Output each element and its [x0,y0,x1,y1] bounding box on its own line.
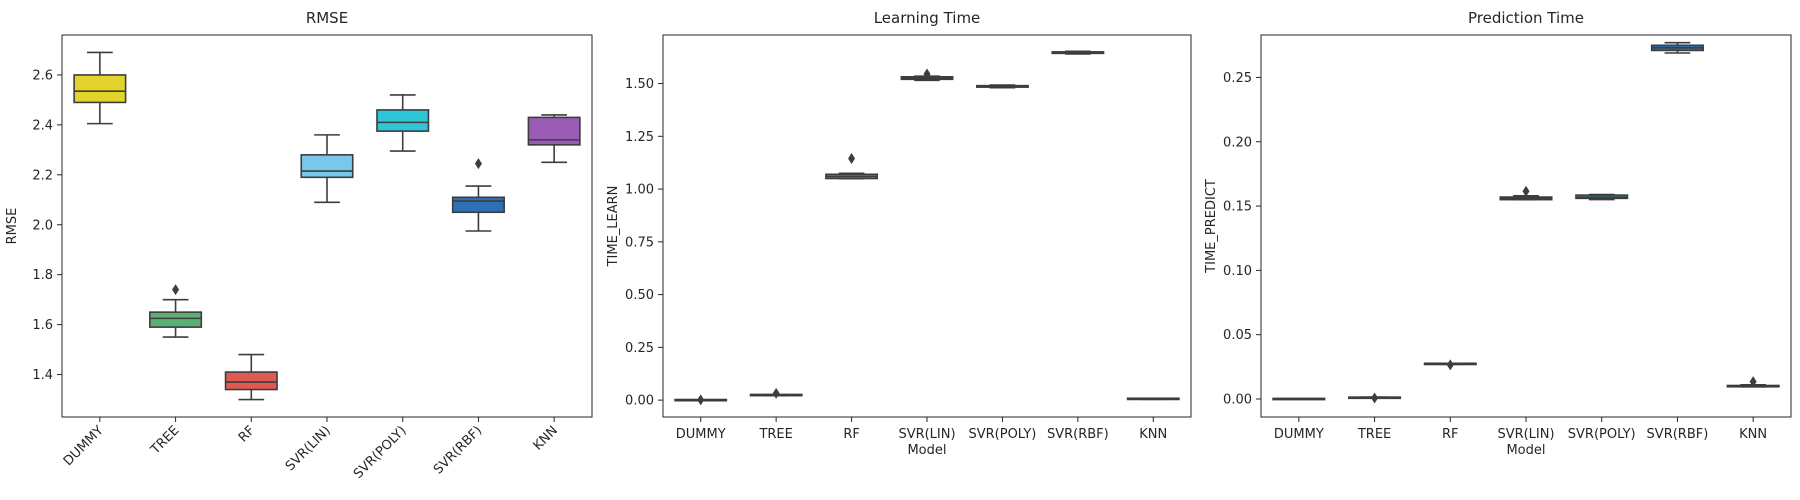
y-tick-label: 0.05 [1223,328,1252,343]
x-axis-label: Model [1506,443,1545,458]
x-tick-label: SVR(RBF) [1047,427,1109,442]
box-svr-rbf- [1051,50,1105,55]
box-tree [149,284,203,338]
y-tick-label: 1.4 [32,368,53,383]
box-svr-rbf- [451,158,505,232]
y-tick-label: 0.50 [625,288,654,303]
chart-title: Prediction Time [1468,9,1584,27]
box-body [149,311,203,328]
y-tick-label: 0.15 [1223,200,1252,215]
outlier-point [923,68,931,80]
outlier-point [172,284,180,296]
y-tick-label: 1.8 [32,268,53,283]
y-tick-label: 0.25 [1223,71,1252,86]
x-tick-label: TREE [1357,427,1391,442]
chart-title: Learning Time [874,9,981,27]
x-tick-label: SVR(POLY) [968,427,1036,442]
x-tick-label: RF [843,427,860,442]
outlier-point [772,387,780,399]
box-knn [527,114,581,164]
chart-panel-2: Prediction Time 0.00 0.05 0.10 0.15 0.20 0.25 T… [1204,9,1792,458]
outlier-point [1522,185,1530,197]
x-tick-label: RF [1442,427,1459,442]
y-tick-label: 0.10 [1223,264,1252,279]
y-tick-label: 0.75 [625,235,654,250]
y-tick-label: 0.00 [1223,392,1252,407]
y-tick-label: 2.2 [32,168,53,183]
box-body [300,154,354,179]
box-tree [1348,392,1402,404]
outlier-point [1446,359,1454,371]
box-svr-lin- [1499,185,1553,201]
axes-frame [61,34,593,418]
x-tick-label: SVR(LIN) [283,423,334,474]
y-tick-label: 0.00 [625,394,654,409]
outlier-point [1371,392,1379,404]
outlier-point [848,152,856,164]
outlier-point [1749,376,1757,388]
y-tick-label: 1.6 [32,318,53,333]
x-tick-label: DUMMY [676,427,726,442]
x-tick-label: KNN [531,423,561,453]
x-tick-label: DUMMY [61,423,107,469]
box-body [376,109,430,132]
x-tick-label: SVR(LIN) [898,427,955,442]
box-dummy [1272,397,1326,401]
x-axis-label: Model [907,443,946,458]
box-rf [825,152,879,180]
y-tick-label: 2.0 [32,218,53,233]
x-tick-label: KNN [1139,427,1167,442]
y-axis-label: RMSE [5,208,20,245]
box-knn [1726,376,1780,388]
x-tick-label: DUMMY [1274,427,1324,442]
axes-frame [1260,34,1792,418]
x-tick-label: TREE [758,427,792,442]
box-knn [1126,397,1180,401]
box-svr-poly- [975,84,1029,89]
x-tick-label: TREE [147,423,182,458]
box-rf [224,353,278,401]
box-dummy [73,51,127,125]
y-tick-label: 1.00 [625,183,654,198]
y-tick-label: 2.4 [32,118,53,133]
box-body [224,371,278,391]
y-tick-label: 0.20 [1223,135,1252,150]
y-tick-label: 2.6 [32,68,53,83]
box-rf [1423,359,1477,371]
x-tick-label: SVR(RBF) [1647,427,1709,442]
outlier-point [474,158,482,170]
x-tick-label: SVR(LIN) [1497,427,1554,442]
box-svr-poly- [376,94,430,152]
y-axis-label: TIME_PREDICT [1204,179,1219,274]
box-dummy [674,394,728,406]
outlier-point [697,394,705,406]
box-svr-rbf- [1650,41,1704,54]
y-tick-label: 1.50 [625,77,654,92]
box-body [527,116,581,146]
y-tick-label: 0.25 [625,341,654,356]
x-tick-label: RF [236,423,258,445]
y-axis-label: TIME_LEARN [606,186,621,268]
x-tick-label: KNN [1739,427,1767,442]
axes-frame [662,34,1192,418]
box-tree [749,387,803,399]
box-body [73,74,127,104]
x-tick-label: SVR(POLY) [351,423,410,482]
box-svr-lin- [900,68,954,82]
box-svr-lin- [300,134,354,204]
box-svr-poly- [1575,193,1629,201]
chart-panel-1: Learning Time 0.00 0.25 0.50 0.75 1.00 1.25 1.5… [606,9,1192,458]
x-tick-label: SVR(RBF) [431,423,485,477]
box-body [451,196,505,214]
chart-panel-0: RMSE 1.4 1.6 1.8 2.0 2.2 2.4 2.6 RMSE DUMMY TREE RF… [5,9,593,482]
y-tick-label: 1.25 [625,130,654,145]
chart-title: RMSE [306,9,348,27]
x-tick-label: SVR(POLY) [1568,427,1636,442]
